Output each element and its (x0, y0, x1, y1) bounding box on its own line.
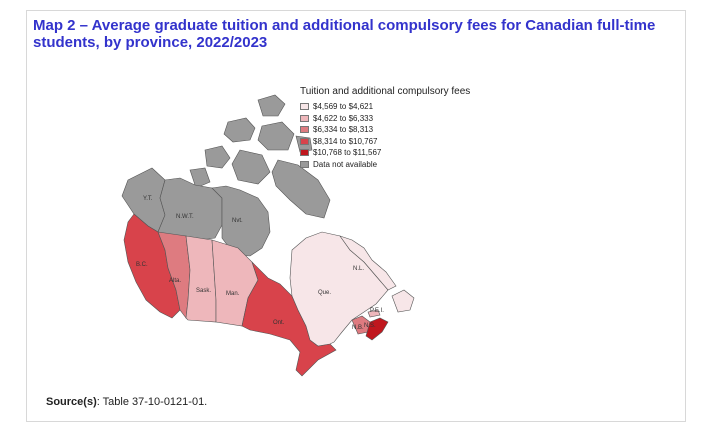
label-nl: N.L. (353, 266, 364, 272)
region-arctic-island (204, 145, 231, 169)
region-pei (367, 309, 381, 318)
label-yukon: Y.T. (143, 196, 153, 202)
region-baffin-island (271, 159, 331, 219)
label-nwt: N.W.T. (176, 214, 194, 220)
legend-item: $4,569 to $4,621 (300, 101, 470, 113)
legend-swatch (300, 114, 309, 122)
label-ontario: Ont. (273, 320, 285, 326)
region-nunavut (211, 185, 271, 257)
legend-item-label: $4,569 to $4,621 (313, 102, 374, 112)
label-bc: B.C. (136, 262, 148, 268)
legend-item: $6,334 to $8,313 (300, 124, 470, 136)
label-nb: N.B. (352, 325, 364, 331)
map-title: Map 2 – Average graduate tuition and add… (33, 17, 656, 51)
legend-item-label: $10,768 to $11,567 (313, 148, 382, 158)
arctic-islands (189, 94, 331, 219)
legend-item-label: $8,314 to $10,767 (313, 136, 378, 146)
label-manitoba: Man. (226, 291, 240, 297)
source-text: : Table 37-10-0121-01. (96, 396, 208, 408)
region-arctic-island (223, 117, 256, 143)
map-legend: Tuition and additional compulsory fees $… (300, 86, 470, 170)
legend-swatch (300, 149, 309, 157)
region-nwt (157, 177, 223, 241)
legend-item-label: $6,334 to $8,313 (313, 125, 374, 135)
legend-item: $10,768 to $11,567 (300, 147, 470, 159)
legend-item: $8,314 to $10,767 (300, 136, 470, 148)
label-ns: N.S. (364, 323, 376, 329)
legend-item: $4,622 to $6,333 (300, 113, 470, 125)
legend-swatch (300, 160, 309, 168)
source-note: Source(s): Table 37-10-0121-01. (46, 396, 207, 408)
region-arctic-island (257, 121, 295, 151)
source-label: Source(s) (46, 396, 97, 408)
label-pei: P.E.I. (370, 308, 384, 314)
region-nl (339, 235, 397, 291)
legend-item-label: $4,622 to $6,333 (313, 113, 374, 123)
label-nunavut: Nvt. (232, 218, 243, 224)
region-ns (365, 317, 389, 341)
label-alberta: Alta. (169, 278, 181, 284)
legend-item: Data not available (300, 159, 470, 171)
legend-swatch (300, 126, 309, 134)
legend-swatch (300, 137, 309, 145)
legend-items: $4,569 to $4,621 $4,622 to $6,333 $6,334… (300, 101, 470, 170)
legend-swatch (300, 103, 309, 111)
legend-item-label: Data not available (313, 159, 378, 169)
region-arctic-island (189, 167, 211, 189)
region-sask (185, 235, 217, 323)
label-quebec: Que. (318, 290, 331, 296)
legend-title: Tuition and additional compulsory fees (300, 86, 471, 97)
region-arctic-island (257, 94, 286, 117)
label-sask: Sask. (196, 288, 211, 294)
region-nl-island (391, 289, 415, 313)
region-arctic-island (231, 149, 271, 185)
